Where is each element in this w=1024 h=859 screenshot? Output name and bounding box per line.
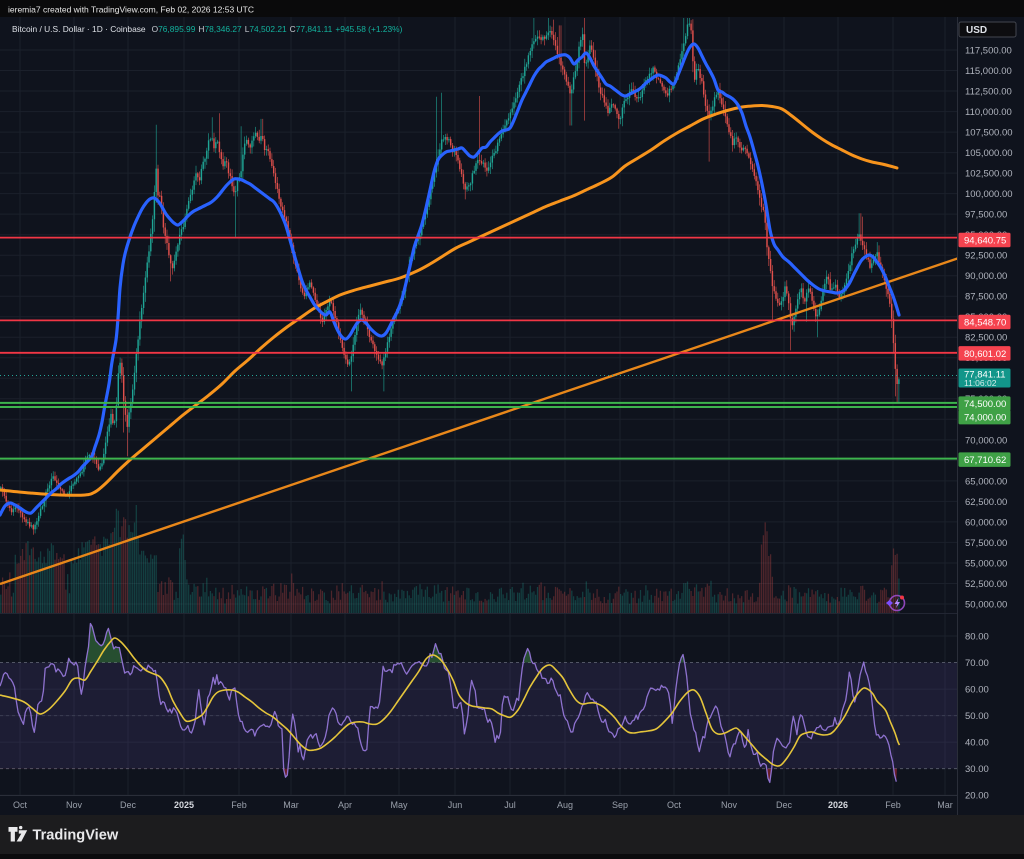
svg-text:50,000.00: 50,000.00 [965, 599, 1007, 610]
svg-text:97,500.00: 97,500.00 [965, 210, 1007, 221]
svg-text:74,000.00: 74,000.00 [964, 413, 1006, 424]
svg-text:Mar: Mar [283, 800, 299, 810]
svg-text:110,000.00: 110,000.00 [965, 107, 1012, 118]
svg-text:105,000.00: 105,000.00 [965, 148, 1013, 159]
svg-text:Nov: Nov [66, 800, 83, 810]
svg-text:70.00: 70.00 [965, 658, 989, 669]
svg-text:87,500.00: 87,500.00 [965, 292, 1007, 303]
svg-text:117,500.00: 117,500.00 [965, 45, 1012, 56]
svg-text:74,500.00: 74,500.00 [964, 399, 1006, 410]
svg-text:May: May [390, 800, 408, 810]
svg-text:Dec: Dec [776, 800, 793, 810]
svg-text:50.00: 50.00 [965, 711, 989, 722]
svg-text:Feb: Feb [231, 800, 247, 810]
svg-text:USD: USD [966, 25, 987, 36]
svg-text:60.00: 60.00 [965, 685, 989, 696]
svg-text:ieremia7 created with TradingV: ieremia7 created with TradingView.com, F… [8, 5, 254, 15]
svg-text:115,000.00: 115,000.00 [965, 66, 1012, 77]
svg-text:80.00: 80.00 [965, 631, 989, 642]
svg-text:80,601.02: 80,601.02 [964, 349, 1006, 360]
svg-text:67,710.62: 67,710.62 [964, 455, 1006, 466]
svg-text:Apr: Apr [338, 800, 352, 810]
svg-text:82,500.00: 82,500.00 [965, 333, 1007, 344]
svg-text:102,500.00: 102,500.00 [965, 169, 1013, 180]
svg-text:11:06:02: 11:06:02 [964, 378, 997, 388]
svg-text:62,500.00: 62,500.00 [965, 497, 1007, 508]
svg-text:Oct: Oct [13, 800, 28, 810]
svg-text:Bitcoin / U.S. Dollar · 1D · C: Bitcoin / U.S. Dollar · 1D · Coinbase O76… [12, 24, 403, 34]
svg-text:Nov: Nov [721, 800, 738, 810]
svg-text:60,000.00: 60,000.00 [965, 517, 1007, 528]
svg-text:Dec: Dec [120, 800, 137, 810]
svg-text:2026: 2026 [828, 800, 848, 810]
svg-text:94,640.75: 94,640.75 [964, 236, 1006, 247]
svg-text:70,000.00: 70,000.00 [965, 435, 1007, 446]
svg-text:77,841.11: 77,841.11 [964, 370, 1006, 381]
svg-text:Jul: Jul [504, 800, 516, 810]
svg-text:Oct: Oct [667, 800, 682, 810]
svg-text:30.00: 30.00 [965, 764, 989, 775]
svg-text:107,500.00: 107,500.00 [965, 128, 1013, 139]
svg-text:Sep: Sep [612, 800, 628, 810]
svg-text:57,500.00: 57,500.00 [965, 538, 1007, 549]
svg-text:92,500.00: 92,500.00 [965, 251, 1007, 262]
svg-text:Aug: Aug [557, 800, 573, 810]
svg-text:Jun: Jun [448, 800, 463, 810]
svg-text:52,500.00: 52,500.00 [965, 579, 1007, 590]
svg-text:2025: 2025 [174, 800, 194, 810]
svg-text:90,000.00: 90,000.00 [965, 271, 1007, 282]
svg-text:112,500.00: 112,500.00 [965, 86, 1012, 97]
svg-text:65,000.00: 65,000.00 [965, 476, 1007, 487]
svg-text:55,000.00: 55,000.00 [965, 558, 1007, 569]
svg-text:Feb: Feb [885, 800, 901, 810]
svg-text:TradingView: TradingView [33, 828, 119, 844]
svg-text:20.00: 20.00 [965, 791, 989, 802]
svg-text:40.00: 40.00 [965, 738, 989, 749]
svg-text:100,000.00: 100,000.00 [965, 189, 1013, 200]
svg-text:Mar: Mar [937, 800, 953, 810]
svg-text:84,548.70: 84,548.70 [964, 318, 1006, 329]
